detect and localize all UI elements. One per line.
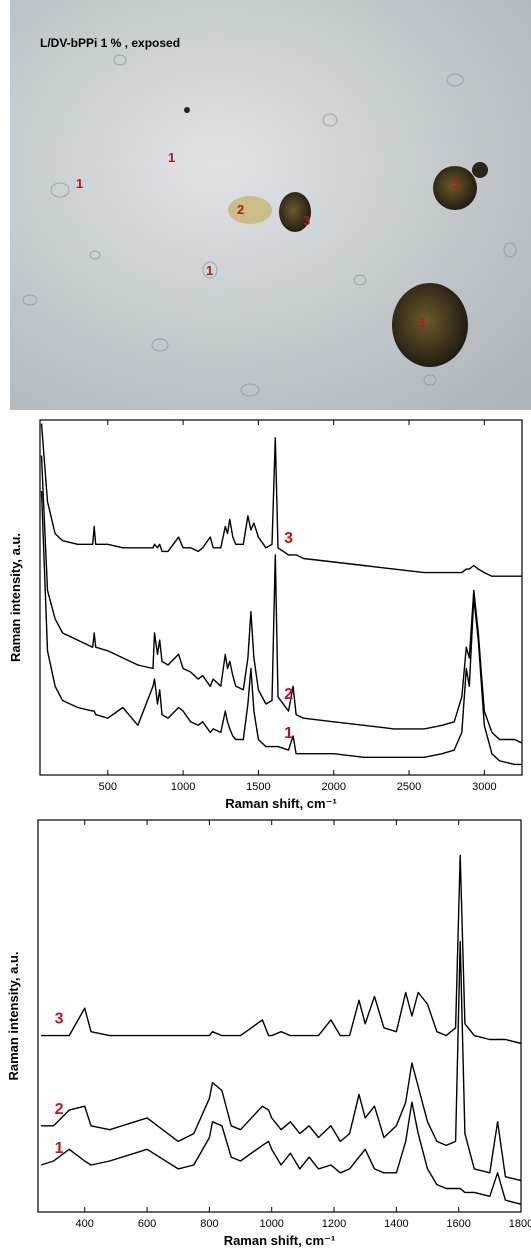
- x-tick-label: 800: [200, 1218, 218, 1230]
- series-label: 2: [55, 1101, 64, 1118]
- series-label: 2: [284, 686, 293, 703]
- series-label: 1: [284, 725, 293, 742]
- image-marker: 3: [452, 176, 459, 191]
- plot-frame: [37, 819, 522, 1213]
- image-marker: 1: [168, 150, 175, 165]
- spectrum-line: [40, 490, 522, 766]
- particle: [472, 162, 488, 178]
- x-tick-label: 400: [76, 1218, 94, 1230]
- particle: [433, 166, 477, 210]
- x-axis-title: Raman shift, cm⁻¹: [225, 796, 337, 811]
- x-tick-label: 2500: [397, 781, 421, 793]
- image-marker: 1: [206, 263, 213, 278]
- plot-area: [40, 854, 521, 1205]
- micrograph-texture: [22, 54, 517, 397]
- particle: [392, 283, 468, 367]
- micrograph: L/DV-bPPi 1 % , exposed 1 1 2 3 3 3 1: [10, 0, 531, 410]
- x-tick-label: 2000: [321, 781, 345, 793]
- x-tick-label: 1200: [322, 1218, 346, 1230]
- y-axis-title: Raman intensity, a.u.: [8, 533, 23, 662]
- x-tick-label: 600: [138, 1218, 156, 1230]
- x-tick-label: 1000: [259, 1218, 283, 1230]
- plot-area: [40, 423, 522, 766]
- image-marker: 1: [76, 176, 83, 191]
- x-tick-label: 1500: [246, 781, 270, 793]
- y-axis-title: Raman intensity, a.u.: [6, 951, 21, 1080]
- x-axis-title: Raman shift, cm⁻¹: [224, 1233, 336, 1248]
- series-label: 3: [284, 530, 293, 547]
- image-marker: 3: [418, 315, 425, 330]
- x-tick-label: 3000: [472, 781, 496, 793]
- image-marker: 2: [237, 202, 244, 217]
- x-tick-label: 1600: [446, 1218, 470, 1230]
- particle: [228, 196, 272, 224]
- particle: [279, 192, 311, 232]
- image-caption: L/DV-bPPi 1 % , exposed: [40, 36, 180, 50]
- spectrum-line: [41, 940, 521, 1182]
- spectrum-line: [41, 854, 521, 1045]
- series-label: 1: [55, 1140, 64, 1157]
- particle: [184, 107, 190, 113]
- image-marker: 3: [303, 213, 310, 228]
- spectrum-line: [40, 1101, 521, 1205]
- x-tick-label: 500: [99, 781, 117, 793]
- spectrum-line: [40, 455, 522, 744]
- x-tick-label: 1800: [509, 1218, 531, 1230]
- x-tick-label: 1400: [384, 1218, 408, 1230]
- plot-frame: [39, 419, 523, 776]
- series-label: 3: [55, 1011, 64, 1028]
- spectrum-line: [40, 423, 522, 577]
- x-tick-label: 1000: [171, 781, 195, 793]
